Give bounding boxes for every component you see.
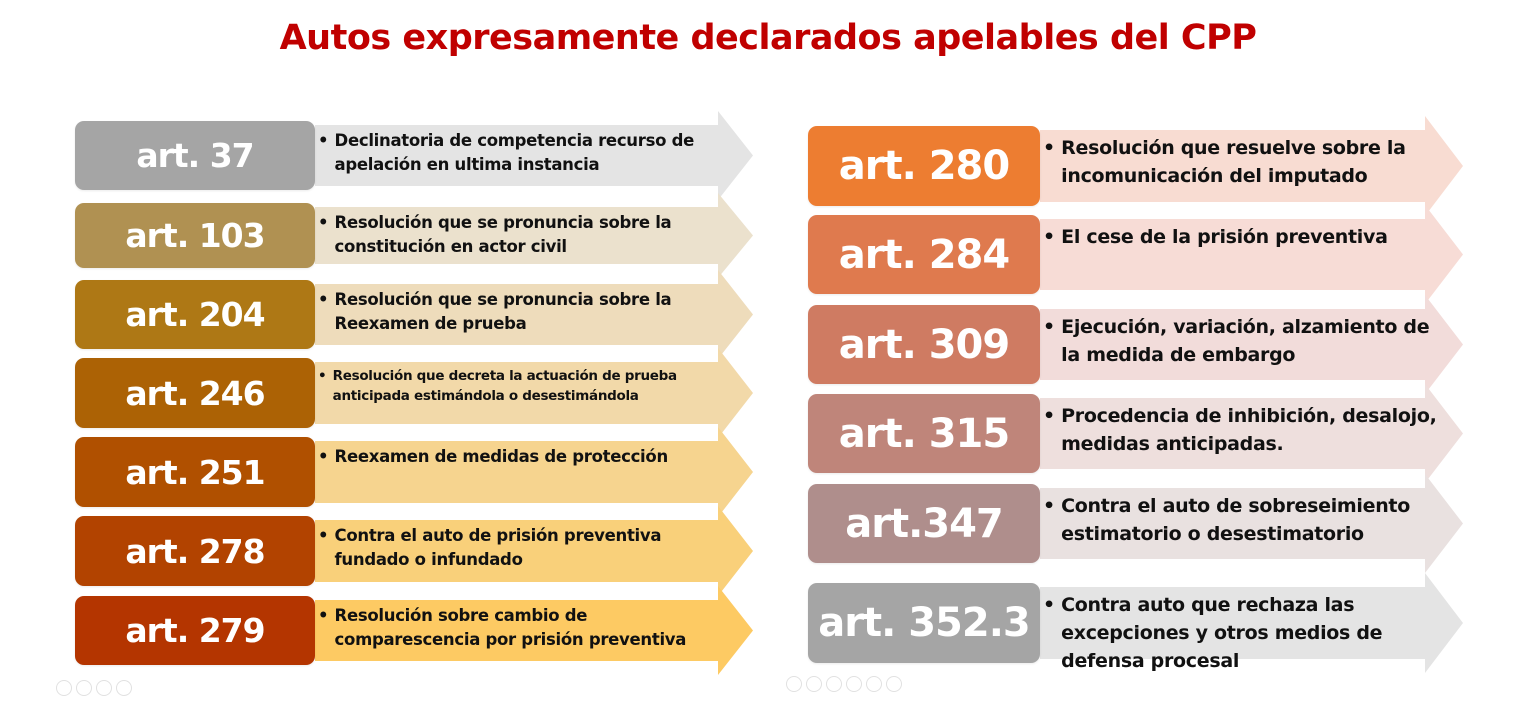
article-label-box: art. 37 <box>75 121 315 190</box>
article-description: • Procedencia de inhibición, desalojo, me… <box>1043 402 1443 458</box>
article-label-box: art. 204 <box>75 280 315 349</box>
more-icon[interactable] <box>116 680 132 696</box>
arrow-shape <box>315 427 753 517</box>
zoom-icon[interactable] <box>96 680 112 696</box>
article-number: art. 284 <box>838 231 1010 278</box>
bullet-icon: • <box>318 213 329 232</box>
more-icon[interactable] <box>826 676 842 692</box>
article-number: art. 103 <box>125 216 265 255</box>
description-text: Resolución que se pronuncia sobre la Ree… <box>334 290 672 333</box>
article-description: • Resolución que decreta la actuación de … <box>318 366 713 406</box>
arrow-shape <box>1040 116 1463 216</box>
description-text: Declinatoria de competencia recurso de a… <box>334 131 695 174</box>
bullet-icon: • <box>1043 226 1056 248</box>
article-description: • Contra auto que rechaza las excepciones… <box>1043 591 1443 675</box>
arrow-shape <box>315 270 753 359</box>
arrow-shape <box>315 193 753 278</box>
arrow-shape <box>1040 573 1463 673</box>
description-text: Resolución que decreta la actuación de p… <box>332 368 677 404</box>
description-text: Contra el auto de sobreseimiento estimat… <box>1061 495 1410 545</box>
article-number: art. 204 <box>125 295 265 334</box>
article-label-box: art. 278 <box>75 516 315 586</box>
description-text: El cese de la prisión preventiva <box>1061 226 1388 248</box>
page-title: Autos expresamente declarados apelables … <box>279 18 1257 58</box>
article-description: • Resolución que resuelve sobre la incomu… <box>1043 134 1443 190</box>
description-text: Ejecución, variación, alzamiento de la m… <box>1061 316 1430 366</box>
article-description: • Resolución que se pronuncia sobre la Re… <box>318 288 713 336</box>
circle-icon[interactable] <box>866 676 882 692</box>
slide-toolbar-left <box>56 680 132 696</box>
article-label-box: art. 279 <box>75 596 315 665</box>
description-text: Resolución que resuelve sobre la incomun… <box>1061 137 1406 187</box>
article-number: art. 246 <box>125 373 265 413</box>
article-description: • El cese de la prisión preventiva <box>1043 223 1443 251</box>
article-description: • Contra el auto de prisión preventiva fu… <box>318 524 713 572</box>
arrow-shape <box>1040 205 1463 304</box>
description-text: Resolución sobre cambio de comparescenci… <box>334 606 687 649</box>
bullet-icon: • <box>1043 495 1056 517</box>
arrow-shape <box>1040 295 1463 394</box>
arrow-shape <box>1040 474 1463 573</box>
article-label-box: art. 352.3 <box>808 583 1040 663</box>
article-number: art.347 <box>845 500 1004 547</box>
slide-toolbar-right <box>786 676 902 692</box>
article-description: • Declinatoria de competencia recurso de … <box>318 129 713 177</box>
article-label-box: art. 251 <box>75 437 315 507</box>
article-number: art. 37 <box>136 136 254 175</box>
article-label-box: art. 315 <box>808 394 1040 473</box>
bullet-icon: • <box>318 368 327 384</box>
article-number: art. 251 <box>125 452 265 492</box>
article-description: • Resolución que se pronuncia sobre la co… <box>318 211 713 259</box>
arrow-shape <box>315 348 753 438</box>
bullet-icon: • <box>1043 137 1056 159</box>
pen-icon[interactable] <box>56 680 72 696</box>
article-number: art. 309 <box>838 321 1010 368</box>
bullet-icon: • <box>1043 316 1056 338</box>
arrow-shape <box>1040 384 1463 483</box>
save-icon[interactable] <box>786 676 802 692</box>
bullet-icon: • <box>318 131 329 150</box>
article-label-box: art. 309 <box>808 305 1040 384</box>
bullet-icon: • <box>318 290 329 309</box>
bullet-icon: • <box>1043 594 1056 616</box>
article-label-box: art. 284 <box>808 215 1040 294</box>
arrow-shape <box>315 506 753 596</box>
article-number: art. 280 <box>838 143 1010 189</box>
article-description: • Ejecución, variación, alzamiento de la … <box>1043 313 1443 369</box>
arrow-shape <box>315 586 753 675</box>
article-label-box: art.347 <box>808 484 1040 563</box>
arrow-shape <box>315 111 753 200</box>
description-text: Contra auto que rechaza las excepciones … <box>1061 594 1383 672</box>
article-number: art. 279 <box>125 611 265 650</box>
circle-icon[interactable] <box>846 676 862 692</box>
description-text: Procedencia de inhibición, desalojo, med… <box>1061 405 1437 455</box>
article-label-box: art. 280 <box>808 126 1040 206</box>
description-text: Resolución que se pronuncia sobre la con… <box>334 213 672 256</box>
article-label-box: art. 103 <box>75 203 315 268</box>
description-text: Contra el auto de prisión preventiva fun… <box>334 526 662 569</box>
article-description: • Resolución sobre cambio de comparescenc… <box>318 604 713 652</box>
bullet-icon: • <box>1043 405 1056 427</box>
article-number: art. 352.3 <box>818 600 1030 646</box>
bullet-icon: • <box>318 606 329 625</box>
article-number: art. 278 <box>125 531 265 571</box>
bullet-icon: • <box>318 526 329 545</box>
article-description: • Reexamen de medidas de protección <box>318 445 713 469</box>
article-number: art. 315 <box>838 410 1010 457</box>
zoom-icon[interactable] <box>806 676 822 692</box>
circle-icon[interactable] <box>886 676 902 692</box>
article-description: • Contra el auto de sobreseimiento estima… <box>1043 492 1443 548</box>
bullet-icon: • <box>318 447 329 466</box>
article-label-box: art. 246 <box>75 358 315 428</box>
image-icon[interactable] <box>76 680 92 696</box>
description-text: Reexamen de medidas de protección <box>334 447 669 466</box>
